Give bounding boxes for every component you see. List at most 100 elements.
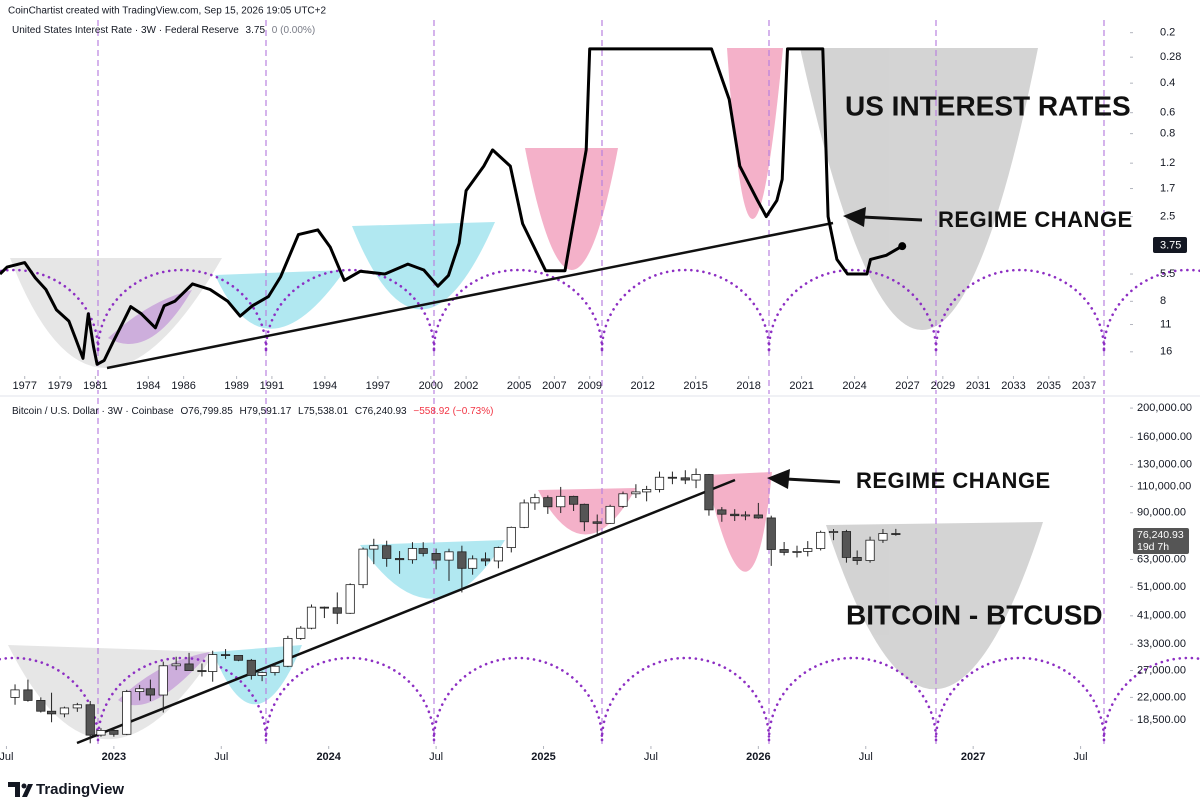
cycle-arc xyxy=(1102,268,1200,352)
y-tick-label: 0.2 xyxy=(1160,27,1175,39)
cup xyxy=(800,48,1038,330)
candle-body xyxy=(841,531,852,558)
candle-body xyxy=(654,476,665,490)
candle-body xyxy=(109,730,119,735)
candle-body xyxy=(36,700,46,712)
candle-body xyxy=(233,655,244,661)
x-tick-label: 2007 xyxy=(542,380,566,392)
x-tick-label: 2031 xyxy=(966,380,990,392)
cup xyxy=(826,522,1043,690)
annotation: US INTEREST RATES xyxy=(845,90,1131,121)
candle-body xyxy=(779,549,789,553)
x-tick-label: 2025 xyxy=(531,751,555,763)
x-tick-label: 2027 xyxy=(961,751,985,763)
y-tick-label: 16 xyxy=(1160,346,1172,358)
arrow xyxy=(767,469,841,489)
candle-body xyxy=(306,606,317,629)
x-tick-label: 1994 xyxy=(313,380,337,392)
cycle-arc xyxy=(96,268,268,352)
x-tick-label: 2018 xyxy=(736,380,760,392)
x-tick-label: 2029 xyxy=(931,380,955,392)
x-tick-label: Jul xyxy=(859,751,873,763)
legend-series: United States Interest Rate · 3W · Feder… xyxy=(12,25,239,36)
price-tag-label: 76,240.93 xyxy=(1137,529,1184,541)
y-tick-label: 1.7 xyxy=(1160,182,1175,194)
y-tick-label: 33,000.00 xyxy=(1137,638,1186,650)
annotation: BITCOIN - BTCUSD xyxy=(846,599,1103,630)
candle-body xyxy=(358,548,368,586)
y-tick-label: 18,500.00 xyxy=(1137,714,1186,726)
candle-body xyxy=(257,672,267,676)
x-tick-label: 2033 xyxy=(1001,380,1025,392)
y-tick-label: 0.6 xyxy=(1160,107,1175,119)
cup xyxy=(215,270,345,329)
last-point xyxy=(898,242,907,251)
candle-body xyxy=(631,491,641,495)
candle-body xyxy=(543,497,553,508)
candle-body xyxy=(394,558,405,561)
cycle-arc xyxy=(767,268,938,352)
price-tag xyxy=(1133,528,1189,554)
candle-body xyxy=(865,539,875,561)
candle-body xyxy=(569,495,579,505)
candle-body xyxy=(792,551,802,553)
candle-body xyxy=(642,489,652,493)
y-tick-label: 11 xyxy=(1160,318,1171,330)
x-tick-label: 2023 xyxy=(102,751,126,763)
candle-body xyxy=(23,689,33,701)
x-tick-label: Jul xyxy=(214,751,228,763)
x-tick-label: 1984 xyxy=(136,380,160,392)
y-tick-label: 160,000.00 xyxy=(1137,431,1192,443)
x-tick-label: 1986 xyxy=(171,380,195,392)
candle-body xyxy=(85,704,95,736)
candle-body xyxy=(197,670,207,672)
arrow-head xyxy=(843,207,866,227)
y-tick-label: 0.28 xyxy=(1160,51,1181,63)
trend-line xyxy=(106,221,834,370)
candle-body xyxy=(766,517,776,550)
candle-body xyxy=(579,503,589,523)
legend-ohlc: L75,538.01 xyxy=(298,406,348,417)
x-tick-label: 2005 xyxy=(507,380,531,392)
candle-body xyxy=(803,548,813,552)
cycle-arc xyxy=(432,268,604,352)
countdown-label: 19d 7h xyxy=(1137,541,1169,553)
cup xyxy=(525,148,618,270)
candle-body xyxy=(418,548,428,554)
x-tick-label: 2027 xyxy=(895,380,919,392)
candle-body xyxy=(519,502,529,528)
legend: United States Interest Rate · 3W · Feder… xyxy=(12,25,315,36)
x-tick-label: 1991 xyxy=(260,380,284,392)
y-tick-label: 51,000.00 xyxy=(1137,581,1186,593)
cycle-arc xyxy=(934,268,1106,352)
legend-change: −558.92 (−0.73%) xyxy=(413,406,493,417)
y-tick-label: 41,000.00 xyxy=(1137,610,1186,622)
candle-body xyxy=(852,557,862,561)
rate-line xyxy=(0,47,903,366)
cup xyxy=(706,472,772,572)
candle-body xyxy=(605,505,615,524)
x-tick-label: 2024 xyxy=(316,751,341,763)
legend-ohlc: C76,240.93 xyxy=(355,406,407,417)
x-tick-label: 2021 xyxy=(789,380,813,392)
annotation: REGIME CHANGE xyxy=(856,468,1051,493)
x-tick-label: 2015 xyxy=(683,380,707,392)
y-tick-label: 22,000.00 xyxy=(1137,691,1186,703)
candle-body xyxy=(816,531,826,549)
x-tick-label: 2012 xyxy=(630,380,654,392)
cycle-arc xyxy=(600,268,771,352)
y-tick-label: 8 xyxy=(1160,295,1166,307)
price-tag xyxy=(1153,237,1187,253)
candle-body xyxy=(59,707,70,715)
logo-icon xyxy=(8,782,33,797)
candle-body xyxy=(704,474,714,511)
candle-body xyxy=(828,531,839,533)
trend-line xyxy=(76,478,736,745)
candle-body xyxy=(296,627,306,639)
cup xyxy=(360,540,505,599)
candle-body xyxy=(10,689,20,698)
x-tick-label: 1977 xyxy=(12,380,36,392)
x-tick-label: 1981 xyxy=(83,380,107,392)
candle-body xyxy=(530,497,540,504)
